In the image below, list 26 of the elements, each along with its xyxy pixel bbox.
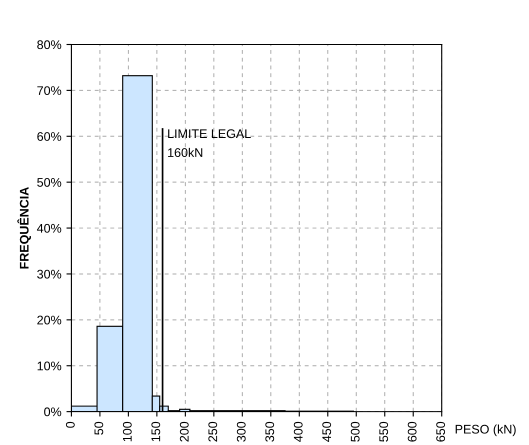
y-tick-label: 0% xyxy=(44,407,62,416)
x-tick-label: 150 xyxy=(151,422,160,442)
x-tick-label: 0 xyxy=(66,422,75,428)
x-tick-label: 550 xyxy=(379,422,388,442)
y-tick-label: 70% xyxy=(37,86,62,96)
ref-line-label: LIMITE LEGAL 160kN xyxy=(168,129,251,158)
x-tick-label: 300 xyxy=(236,422,246,442)
x-axis-title: PESO (kN) xyxy=(456,424,516,436)
y-tick-label: 50% xyxy=(37,178,62,187)
y-axis-title: FREQUÊNCIA xyxy=(17,187,31,269)
x-tick-label: 100 xyxy=(122,422,132,442)
x-tick-label: 350 xyxy=(265,422,274,442)
x-tick-label: 250 xyxy=(208,422,218,442)
x-tick-label: 650 xyxy=(436,422,446,442)
x-tick-label: 450 xyxy=(322,422,332,442)
y-tick-label: 40% xyxy=(36,224,62,233)
x-tick-label: 600 xyxy=(408,422,417,442)
y-tick-label: 80% xyxy=(37,40,62,50)
y-tick-label: 10% xyxy=(38,362,62,370)
x-tick-label: 200 xyxy=(180,422,189,442)
x-tick-label: 50 xyxy=(94,422,104,435)
y-tick-label: 20% xyxy=(37,316,62,324)
x-tick-label: 400 xyxy=(294,422,303,442)
x-tick-label: 500 xyxy=(350,422,360,442)
y-tick-label: 30% xyxy=(37,270,62,279)
y-tick-label: 60% xyxy=(37,132,62,141)
